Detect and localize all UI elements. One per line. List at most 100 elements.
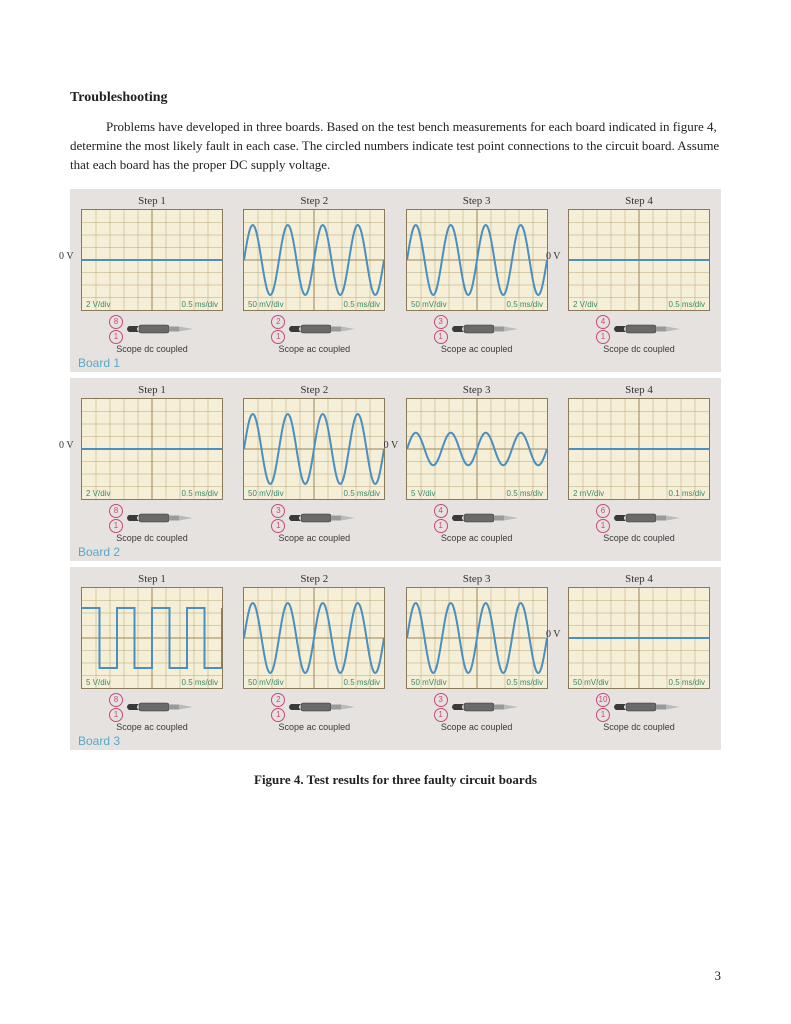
svg-text:50 mV/div: 50 mV/div	[248, 300, 284, 309]
svg-text:0.1 ms/div: 0.1 ms/div	[669, 489, 705, 498]
svg-text:0.5 ms/div: 0.5 ms/div	[506, 489, 542, 498]
test-point-pin: 1	[109, 330, 123, 344]
svg-text:0.5 ms/div: 0.5 ms/div	[182, 489, 218, 498]
step-title: Step 3	[463, 384, 491, 396]
svg-text:5 V/div: 5 V/div	[411, 489, 435, 498]
oscilloscope-screen: 5 V/div 0.5 ms/div	[81, 587, 223, 689]
test-point-pins: 61	[596, 504, 610, 533]
coupling-label: Scope dc coupled	[116, 344, 188, 354]
scope-step: Step 4 2 mV/div 0.1 ms/div 61 Scope dc c…	[563, 384, 715, 543]
probe-icon	[287, 509, 357, 527]
test-point-pin: 8	[109, 315, 123, 329]
svg-text:2 V/div: 2 V/div	[573, 300, 597, 309]
oscilloscope-screen: 50 mV/div 0.5 ms/div	[406, 587, 548, 689]
figure-caption: Figure 4. Test results for three faulty …	[70, 772, 721, 788]
scope-step: Step 4 0 V 2 V/div 0.5 ms/div 41 Scope d…	[563, 195, 715, 354]
test-point-pins: 31	[434, 693, 448, 722]
test-point-pins: 21	[271, 693, 285, 722]
test-point-pins: 101	[596, 693, 610, 722]
svg-text:2 V/div: 2 V/div	[86, 489, 110, 498]
coupling-label: Scope ac coupled	[116, 722, 188, 732]
svg-text:0.5 ms/div: 0.5 ms/div	[344, 489, 380, 498]
zero-volt-label: 0 V	[59, 251, 74, 262]
probe-icon	[125, 509, 195, 527]
step-title: Step 1	[138, 573, 166, 585]
probe-row: 41	[434, 504, 520, 533]
step-title: Step 3	[463, 573, 491, 585]
figure-4: Step 1 0 V 2 V/div 0.5 ms/div 81 Scope d…	[70, 189, 721, 750]
step-title: Step 2	[300, 384, 328, 396]
oscilloscope-screen: 2 V/div 0.5 ms/div	[81, 398, 223, 500]
test-point-pins: 21	[271, 315, 285, 344]
scope-step: Step 1 5 V/div 0.5 ms/div 81 Scope ac co…	[76, 573, 228, 732]
probe-row: 21	[271, 315, 357, 344]
board-label: Board 3	[78, 734, 715, 748]
test-point-pins: 81	[109, 504, 123, 533]
zero-volt-label: 0 V	[546, 251, 561, 262]
zero-volt-label: 0 V	[384, 440, 399, 451]
test-point-pin: 3	[434, 693, 448, 707]
probe-row: 81	[109, 315, 195, 344]
test-point-pin: 1	[434, 330, 448, 344]
test-point-pin: 3	[271, 504, 285, 518]
probe-icon	[287, 320, 357, 338]
coupling-label: Scope ac coupled	[279, 344, 351, 354]
svg-text:0.5 ms/div: 0.5 ms/div	[344, 300, 380, 309]
probe-row: 31	[271, 504, 357, 533]
test-point-pin: 1	[271, 519, 285, 533]
step-title: Step 1	[138, 195, 166, 207]
board-block: Step 1 0 V 2 V/div 0.5 ms/div 81 Scope d…	[70, 378, 721, 561]
svg-text:50 mV/div: 50 mV/div	[248, 489, 284, 498]
probe-row: 31	[434, 315, 520, 344]
svg-text:5 V/div: 5 V/div	[86, 678, 110, 687]
probe-row: 81	[109, 504, 195, 533]
board-label: Board 2	[78, 545, 715, 559]
scope-step: Step 1 0 V 2 V/div 0.5 ms/div 81 Scope d…	[76, 384, 228, 543]
test-point-pins: 31	[271, 504, 285, 533]
scope-step: Step 2 50 mV/div 0.5 ms/div 31 Scope ac …	[238, 384, 390, 543]
coupling-label: Scope dc coupled	[603, 533, 675, 543]
step-title: Step 2	[300, 195, 328, 207]
probe-icon	[450, 320, 520, 338]
test-point-pin: 1	[271, 708, 285, 722]
coupling-label: Scope dc coupled	[603, 344, 675, 354]
probe-icon	[125, 320, 195, 338]
step-title: Step 4	[625, 573, 653, 585]
test-point-pins: 31	[434, 315, 448, 344]
body-paragraph: Problems have developed in three boards.…	[70, 118, 721, 175]
oscilloscope-screen: 2 V/div 0.5 ms/div	[568, 209, 710, 311]
page: Troubleshooting Problems have developed …	[0, 0, 791, 1024]
coupling-label: Scope ac coupled	[279, 533, 351, 543]
step-title: Step 4	[625, 384, 653, 396]
test-point-pin: 1	[109, 519, 123, 533]
board-row: Step 1 0 V 2 V/div 0.5 ms/div 81 Scope d…	[76, 384, 715, 543]
oscilloscope-screen: 5 V/div 0.5 ms/div	[406, 398, 548, 500]
svg-text:0.5 ms/div: 0.5 ms/div	[182, 300, 218, 309]
svg-text:0.5 ms/div: 0.5 ms/div	[182, 678, 218, 687]
zero-volt-label: 0 V	[59, 440, 74, 451]
scope-step: Step 4 0 V 50 mV/div 0.5 ms/div 101 Scop…	[563, 573, 715, 732]
test-point-pins: 81	[109, 693, 123, 722]
test-point-pins: 81	[109, 315, 123, 344]
probe-icon	[612, 509, 682, 527]
test-point-pin: 1	[596, 708, 610, 722]
scope-step: Step 1 0 V 2 V/div 0.5 ms/div 81 Scope d…	[76, 195, 228, 354]
test-point-pin: 2	[271, 315, 285, 329]
board-block: Step 1 5 V/div 0.5 ms/div 81 Scope ac co…	[70, 567, 721, 750]
oscilloscope-screen: 50 mV/div 0.5 ms/div	[568, 587, 710, 689]
probe-icon	[450, 509, 520, 527]
probe-row: 41	[596, 315, 682, 344]
test-point-pin: 1	[434, 519, 448, 533]
board-label: Board 1	[78, 356, 715, 370]
test-point-pin: 4	[596, 315, 610, 329]
probe-icon	[287, 698, 357, 716]
oscilloscope-screen: 50 mV/div 0.5 ms/div	[243, 587, 385, 689]
probe-row: 61	[596, 504, 682, 533]
test-point-pin: 2	[271, 693, 285, 707]
test-point-pins: 41	[434, 504, 448, 533]
test-point-pin: 8	[109, 504, 123, 518]
board-row: Step 1 5 V/div 0.5 ms/div 81 Scope ac co…	[76, 573, 715, 732]
scope-step: Step 2 50 mV/div 0.5 ms/div 21 Scope ac …	[238, 573, 390, 732]
oscilloscope-screen: 2 V/div 0.5 ms/div	[81, 209, 223, 311]
scope-step: Step 2 50 mV/div 0.5 ms/div 21 Scope ac …	[238, 195, 390, 354]
